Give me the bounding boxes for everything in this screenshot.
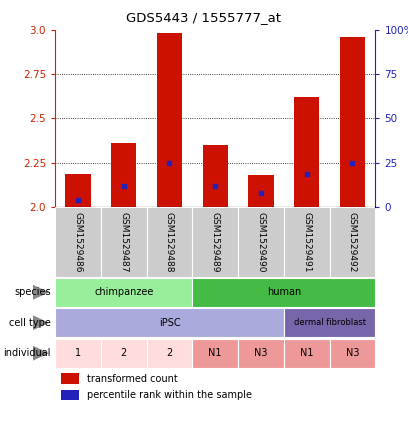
Bar xyxy=(192,207,238,277)
Text: 2: 2 xyxy=(121,348,127,358)
Text: GSM1529490: GSM1529490 xyxy=(257,212,266,272)
Text: individual: individual xyxy=(4,348,51,358)
Text: GSM1529486: GSM1529486 xyxy=(73,212,82,272)
Bar xyxy=(101,339,146,368)
Bar xyxy=(62,390,79,400)
Bar xyxy=(203,145,228,207)
Bar xyxy=(111,143,136,207)
Bar xyxy=(55,339,101,368)
Text: N1: N1 xyxy=(208,348,222,358)
Bar xyxy=(192,339,238,368)
Bar xyxy=(284,339,330,368)
Text: N3: N3 xyxy=(254,348,268,358)
Bar xyxy=(340,37,365,207)
Bar xyxy=(101,207,146,277)
Bar xyxy=(65,173,91,207)
Text: 2: 2 xyxy=(166,348,173,358)
Polygon shape xyxy=(33,315,49,330)
Text: percentile rank within the sample: percentile rank within the sample xyxy=(87,390,252,400)
Text: dermal fibroblast: dermal fibroblast xyxy=(294,318,366,327)
Bar xyxy=(248,175,273,207)
Text: chimpanzee: chimpanzee xyxy=(94,287,153,297)
Bar xyxy=(146,339,192,368)
Text: species: species xyxy=(14,287,51,297)
Text: GSM1529487: GSM1529487 xyxy=(119,212,128,272)
Text: N1: N1 xyxy=(300,348,313,358)
Polygon shape xyxy=(33,285,49,300)
Bar xyxy=(284,308,375,337)
Bar xyxy=(55,207,101,277)
Text: GSM1529492: GSM1529492 xyxy=(348,212,357,272)
Bar xyxy=(330,339,375,368)
Text: 1: 1 xyxy=(75,348,81,358)
Text: human: human xyxy=(267,287,301,297)
Text: N3: N3 xyxy=(346,348,359,358)
Bar xyxy=(55,278,192,307)
Bar xyxy=(238,339,284,368)
Text: cell type: cell type xyxy=(9,318,51,328)
Text: iPSC: iPSC xyxy=(159,318,180,328)
Text: transformed count: transformed count xyxy=(87,374,178,384)
Polygon shape xyxy=(33,346,49,361)
Bar xyxy=(330,207,375,277)
Bar xyxy=(294,97,319,207)
Bar xyxy=(62,374,79,384)
Bar xyxy=(157,33,182,207)
Bar xyxy=(238,207,284,277)
Text: GSM1529491: GSM1529491 xyxy=(302,212,311,272)
Text: GSM1529489: GSM1529489 xyxy=(211,212,220,272)
Text: GSM1529488: GSM1529488 xyxy=(165,212,174,272)
Bar xyxy=(284,207,330,277)
Bar xyxy=(192,278,375,307)
Bar xyxy=(146,207,192,277)
Bar xyxy=(55,308,284,337)
Text: GDS5443 / 1555777_at: GDS5443 / 1555777_at xyxy=(126,11,282,24)
